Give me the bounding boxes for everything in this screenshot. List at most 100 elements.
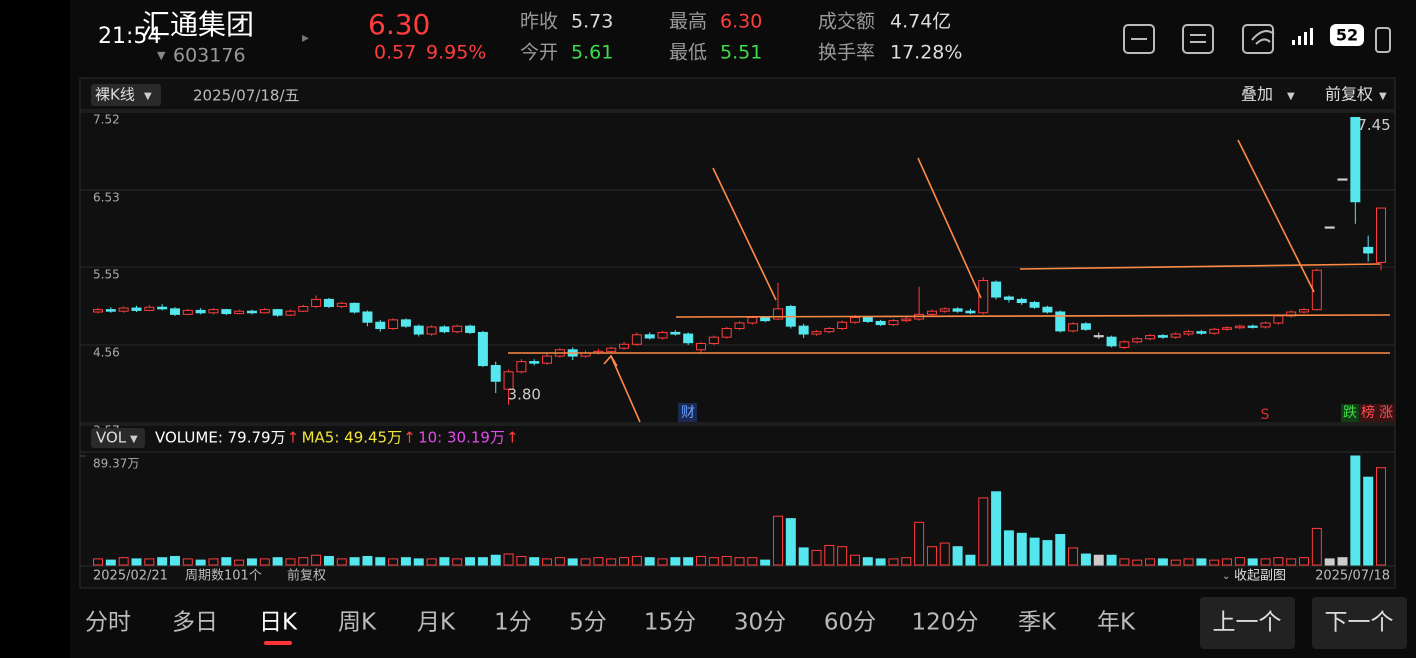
candle-body: [926, 310, 937, 315]
volume-bar: [1222, 558, 1233, 566]
finance-badge[interactable]: 财: [681, 405, 695, 421]
candle-body: [644, 334, 655, 339]
candle-body: [323, 298, 334, 307]
volume-bar: [1055, 534, 1066, 566]
volume-bar: [760, 559, 771, 566]
period-tab[interactable]: 年K: [1097, 610, 1136, 636]
volume-bar: [400, 557, 411, 566]
icon-more[interactable]: [1375, 27, 1391, 53]
volume-bar: [311, 554, 322, 566]
candle-body: [798, 325, 809, 335]
icon-draw[interactable]: [1242, 24, 1274, 54]
price-chart: 3.574.565.556.537.527.453.80: [80, 111, 1395, 438]
arrow-line: [917, 157, 982, 299]
volume-bar: [837, 546, 848, 566]
volume-bar: [157, 557, 168, 566]
period-tab[interactable]: 分时: [85, 610, 131, 636]
volume-bar: [452, 558, 463, 566]
candle-body: [516, 361, 527, 373]
resistance-line: [675, 314, 1391, 318]
signal-badge[interactable]: S: [1261, 407, 1270, 423]
period-tab[interactable]: 月K: [417, 610, 456, 636]
candle-body: [606, 347, 617, 352]
volume-bar: [1042, 540, 1053, 566]
resistance-line: [1019, 263, 1381, 270]
rank-badge[interactable]: 涨: [1379, 405, 1393, 421]
arrow-line: [1237, 139, 1315, 293]
volume-bar: [1260, 558, 1271, 566]
period-tab[interactable]: 15分: [644, 610, 696, 636]
dropdown-caret: ▼: [1379, 91, 1387, 102]
period-tab[interactable]: 30分: [734, 610, 786, 636]
candle-body: [811, 331, 822, 335]
period-tab[interactable]: 60分: [824, 610, 876, 636]
period-tab[interactable]: 多日: [172, 610, 218, 636]
rank-badge[interactable]: 跌: [1343, 405, 1357, 421]
prev-button-bg[interactable]: [1200, 597, 1295, 649]
rank-badge[interactable]: 榜: [1361, 404, 1375, 421]
candle-body: [1337, 178, 1348, 181]
period-tab[interactable]: 日K: [259, 610, 298, 636]
candle-body: [708, 336, 719, 344]
volume-bar: [914, 521, 925, 566]
badge-bg: [1377, 404, 1395, 422]
stat-value: 17.28%: [890, 42, 962, 64]
candle-body: [1042, 306, 1053, 313]
end-date: 2025/07/18: [1315, 569, 1390, 584]
prev-button[interactable]: 上一个: [1213, 610, 1282, 636]
icon-note[interactable]: [1182, 24, 1214, 54]
candle-body: [952, 308, 963, 312]
arrow-head: [603, 354, 618, 367]
candle-body: [1273, 315, 1284, 324]
period-tab[interactable]: 季K: [1018, 610, 1057, 636]
candle-body: [631, 334, 642, 345]
chart-style[interactable]: 裸K线: [95, 86, 135, 104]
active-tab-indicator: [264, 641, 292, 645]
period-tab[interactable]: 周K: [338, 610, 377, 636]
chart-style-button[interactable]: [91, 84, 161, 106]
volume-bar: [772, 515, 783, 566]
volume-title[interactable]: VOL: [96, 429, 127, 447]
candle-body: [849, 316, 860, 323]
volume-bar: [606, 558, 617, 566]
next-button-bg[interactable]: [1312, 597, 1407, 649]
candle-body: [862, 316, 873, 322]
volume-bar: [1273, 557, 1284, 566]
volume-bar: [285, 558, 296, 566]
volume-bar: [939, 542, 950, 566]
period-count: 周期数101个: [185, 569, 262, 584]
next-stock-arrow[interactable]: ▸: [302, 30, 309, 46]
icon-part: [1304, 32, 1307, 45]
overlay-button[interactable]: 叠加: [1241, 85, 1273, 104]
volume-bar: [1080, 553, 1091, 566]
candle-body: [490, 365, 501, 382]
indicator-button[interactable]: [91, 428, 145, 448]
icon-minimize[interactable]: [1123, 24, 1155, 54]
candle-body: [747, 316, 758, 324]
volume-bar: [388, 558, 399, 566]
volume-bar: [490, 554, 501, 566]
candle-body: [1157, 335, 1168, 338]
candle-body: [336, 302, 347, 307]
volume-bar: [1068, 547, 1079, 566]
change: 0.57: [374, 42, 416, 64]
start-date: 2025/02/21: [93, 569, 168, 584]
volume-bar: [670, 557, 681, 566]
candle-body: [1080, 323, 1091, 330]
volume-bar: [144, 558, 155, 566]
period-tab[interactable]: 120分: [912, 610, 979, 636]
adjust-button[interactable]: 前复权: [1325, 85, 1373, 104]
collapse-button[interactable]: 收起副图: [1234, 569, 1286, 584]
candle-body: [696, 342, 707, 351]
stat-value: 5.73: [571, 11, 613, 33]
period-tab[interactable]: 5分: [569, 610, 607, 636]
battery-level: 52: [1336, 26, 1358, 45]
volume-bar: [1209, 559, 1220, 566]
candle-body: [349, 302, 360, 313]
period-tab[interactable]: 1分: [494, 610, 532, 636]
volume-bar: [362, 555, 373, 566]
next-button[interactable]: 下一个: [1325, 610, 1394, 636]
volume-bar: [901, 557, 912, 566]
volume-bar: [875, 558, 886, 566]
volume-bar: [978, 497, 989, 566]
